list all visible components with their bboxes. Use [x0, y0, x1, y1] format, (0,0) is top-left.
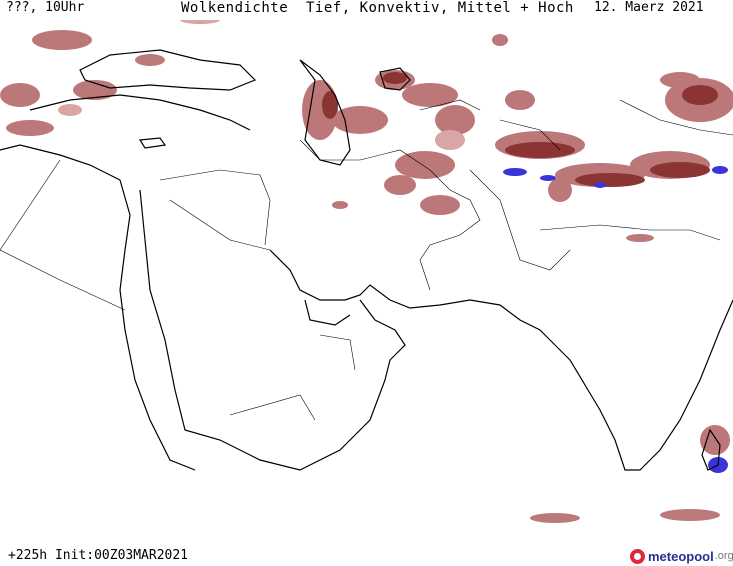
brand-link[interactable]: meteopool .org: [630, 547, 733, 565]
coastline-layer: [0, 49, 733, 471]
model-run-info: +225h Init:00Z03MAR2021: [8, 548, 189, 563]
weather-map: [0, 20, 733, 525]
map-title: Wolkendichte Tief, Konvektiv, Mittel + H…: [181, 0, 574, 16]
header-left-label: ???, 10Uhr: [6, 0, 85, 15]
brand-tld: .org: [714, 550, 733, 562]
header-date: 12. Maerz 2021: [594, 0, 704, 15]
border-layer: [0, 99, 733, 421]
brand-name: meteopool: [648, 548, 714, 564]
meteopool-logo-icon: [630, 548, 645, 564]
